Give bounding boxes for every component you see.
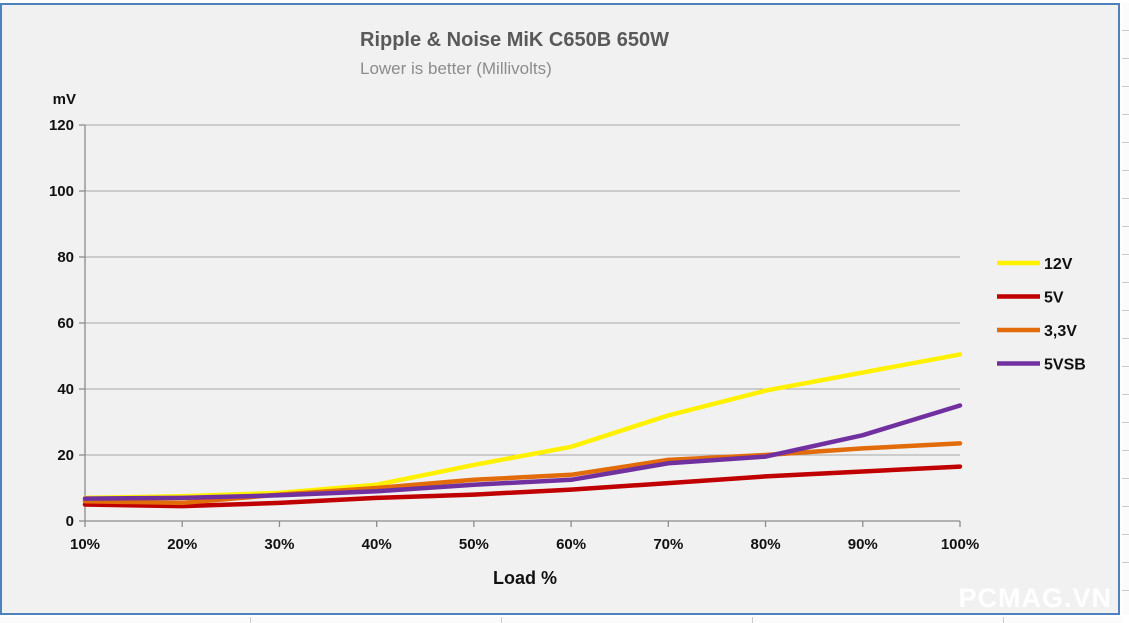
chart-subtitle: Lower is better (Millivolts) <box>360 59 552 78</box>
legend-label-3,3V: 3,3V <box>1044 323 1077 340</box>
spreadsheet-row-stubs <box>1122 3 1129 615</box>
x-tick-label-70%: 70% <box>653 536 683 553</box>
watermark-text: PCMAG.VN <box>958 583 1112 613</box>
series-line-5VSB <box>82 403 963 501</box>
legend-label-5VSB: 5VSB <box>1044 357 1086 374</box>
legend-label-5V: 5V <box>1044 290 1064 307</box>
legend-label-12V: 12V <box>1044 256 1073 273</box>
y-tick-label-80: 80 <box>57 249 74 266</box>
spreadsheet-column-stubs <box>0 617 1122 623</box>
y-tick-label-0: 0 <box>66 513 74 530</box>
tick-labels: 0 20 40 60 80 100 120 10% 20% 30% 40% 50% 60% 70% 80% 9… <box>49 117 979 553</box>
x-tick-label-60%: 60% <box>556 536 586 553</box>
x-tick-label-50%: 50% <box>459 536 489 553</box>
x-tick-label-20%: 20% <box>167 536 197 553</box>
series-lines <box>82 352 963 509</box>
gridlines <box>85 124 960 456</box>
y-tick-label-120: 120 <box>49 117 74 134</box>
x-tick-label-100%: 100% <box>941 536 979 553</box>
y-tick-label-100: 100 <box>49 183 74 200</box>
x-axis-title: Load % <box>493 568 557 588</box>
y-tick-label-60: 60 <box>57 315 74 332</box>
y-tick-label-20: 20 <box>57 447 74 464</box>
chart-title: Ripple & Noise MiK C650B 650W <box>360 29 669 51</box>
chart-object-frame <box>0 3 1120 615</box>
x-tick-label-40%: 40% <box>362 536 392 553</box>
legend: 12V 5V 3,3V 5VSB <box>997 256 1086 374</box>
y-axis-unit-label: mV <box>53 91 76 108</box>
series-line-5V <box>82 464 963 509</box>
x-tick-label-90%: 90% <box>848 536 878 553</box>
x-tick-label-30%: 30% <box>264 536 294 553</box>
x-tick-label-80%: 80% <box>751 536 781 553</box>
y-tick-label-40: 40 <box>57 381 74 398</box>
x-tick-label-10%: 10% <box>70 536 100 553</box>
axes <box>79 124 961 527</box>
